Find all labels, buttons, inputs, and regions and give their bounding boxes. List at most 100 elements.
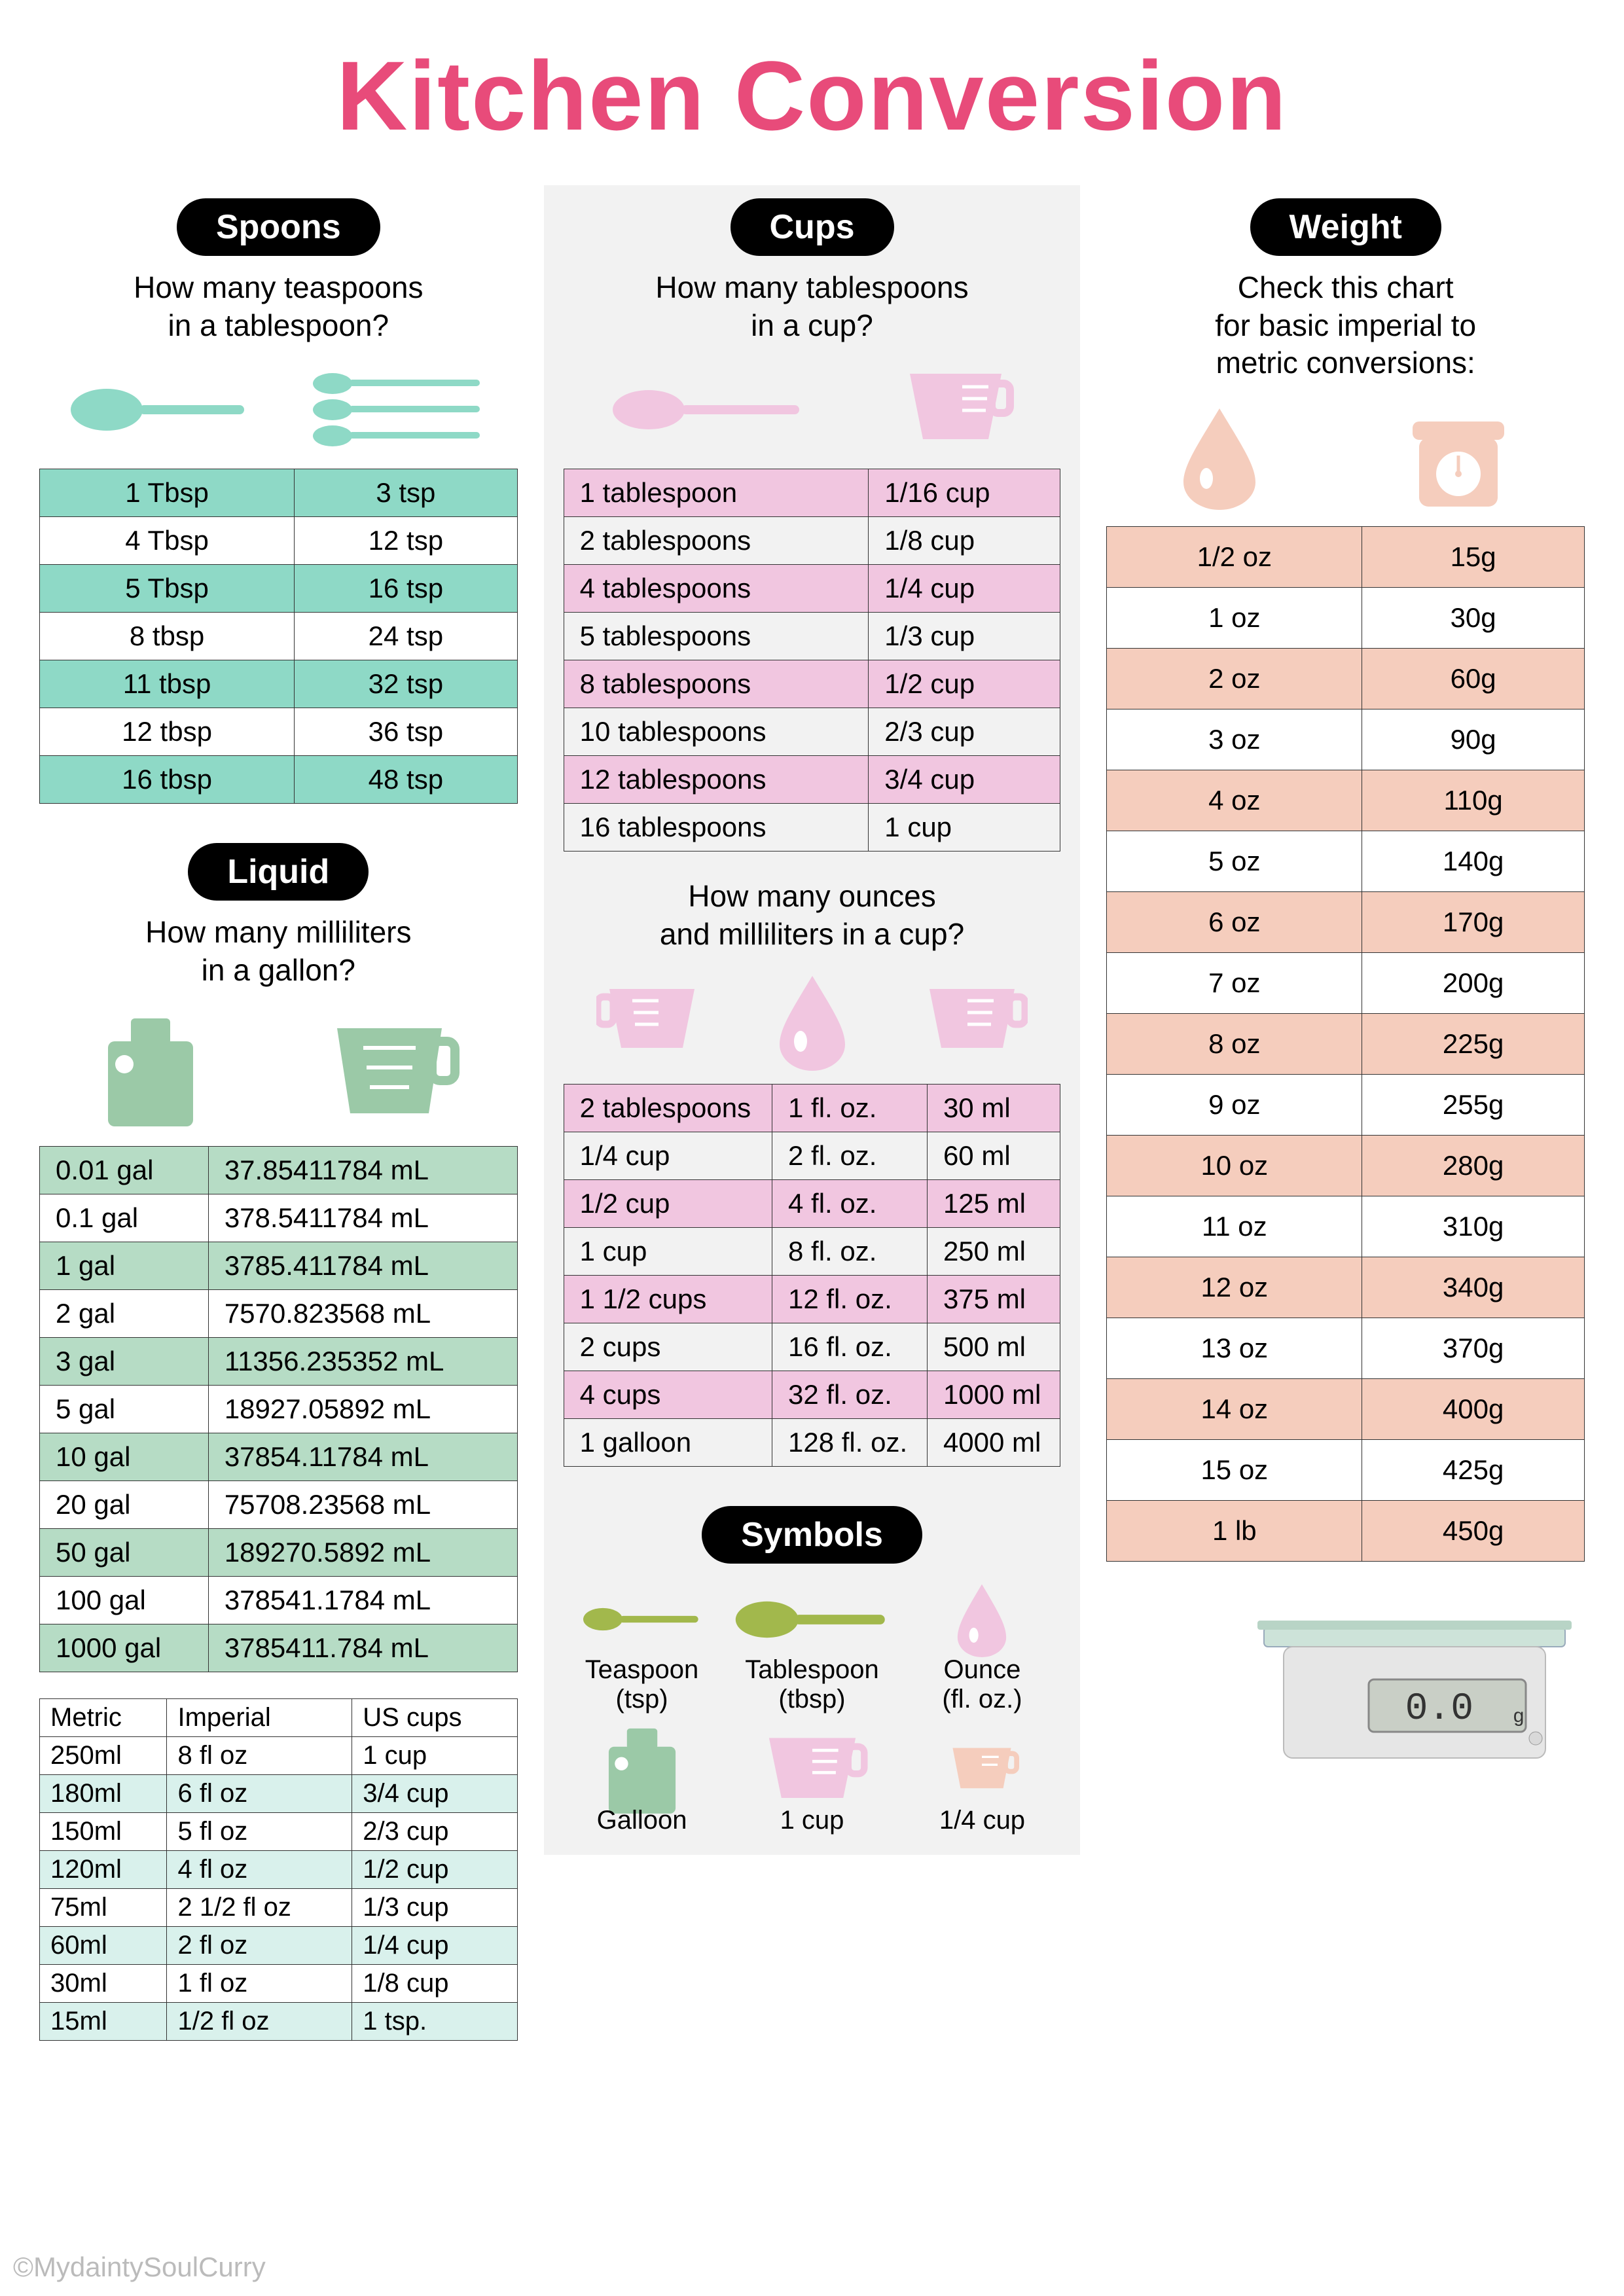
table-cell: 1 cup [564,1228,772,1276]
table-cell: 60g [1362,648,1585,709]
table-row: 12 tablespoons3/4 cup [564,756,1060,804]
table-cell: 1 cup [869,804,1060,852]
table-cell: 12 fl. oz. [772,1276,928,1323]
table-row: 1000 gal3785411.784 mL [40,1624,518,1672]
table-cell: 4 fl oz [167,1851,352,1889]
table-header-cell: US cups [352,1699,517,1737]
table-cell: 10 oz [1107,1135,1362,1196]
table-cell: 9 oz [1107,1074,1362,1135]
table-cell: 1000 ml [927,1371,1060,1419]
table-row: 2 cups16 fl. oz.500 ml [564,1323,1060,1371]
scale-unit: g [1513,1706,1525,1729]
spoons-table: 1 Tbsp3 tsp4 Tbsp12 tsp5 Tbsp16 tsp8 tbs… [39,469,518,804]
table-row: 1 oz30g [1107,587,1585,648]
symbol-label: Galloon [564,1806,721,1835]
table-row: 1 cup8 fl. oz.250 ml [564,1228,1060,1276]
table-cell: 1 gal [40,1242,209,1290]
table-row: 1/2 cup4 fl. oz.125 ml [564,1180,1060,1228]
table-row: 50 gal189270.5892 mL [40,1529,518,1577]
table-row: 16 tbsp48 tsp [40,756,518,804]
table-row: 1 Tbsp3 tsp [40,469,518,517]
kitchen-scale-icon [1403,402,1514,513]
measuring-cup-icon [317,1015,461,1126]
table-cell: 12 oz [1107,1257,1362,1318]
table-cell: 32 tsp [295,660,517,708]
table-cell: 14 oz [1107,1378,1362,1439]
weight-subtitle: Check this chartfor basic imperial tomet… [1106,269,1585,382]
table-cell: 2 gal [40,1290,209,1338]
drop-peach-icon [1177,405,1262,510]
spoons-subtitle: How many teaspoonsin a tablespoon? [39,269,518,344]
table-cell: 370g [1362,1318,1585,1378]
drop-icon [904,1583,1061,1655]
table-cell: 16 tbsp [40,756,295,804]
table-header-cell: Metric [40,1699,167,1737]
scale-display: 0.0 [1405,1688,1473,1731]
table-cell: 4000 ml [927,1419,1060,1467]
tablespoon-icon [734,1583,891,1655]
table-cell: 250 ml [927,1228,1060,1276]
table-row: 2 tablespoons1/8 cup [564,517,1060,565]
table-cell: 3/4 cup [869,756,1060,804]
table-row: 1 galloon128 fl. oz.4000 ml [564,1419,1060,1467]
metric-imperial-table: MetricImperialUS cups250ml8 fl oz1 cup18… [39,1698,518,2041]
ozml-table: 2 tablespoons1 fl. oz.30 ml1/4 cup2 fl. … [564,1084,1061,1467]
table-cell: 2 cups [564,1323,772,1371]
table-cell: 1/8 cup [352,1965,517,2003]
columns: Spoons How many teaspoonsin a tablespoon… [39,185,1585,2041]
table-cell: 2/3 cup [869,708,1060,756]
table-cell: 3785411.784 mL [208,1624,517,1672]
ozml-icons [564,973,1061,1071]
table-cell: 18927.05892 mL [208,1386,517,1433]
table-cell: 1 oz [1107,587,1362,648]
table-cell: 3785.411784 mL [208,1242,517,1290]
table-cell: 1/2 cup [869,660,1060,708]
table-cell: 48 tsp [295,756,517,804]
table-row: 2 oz60g [1107,648,1585,709]
cups-subtitle: How many tablespoonsin a cup? [564,269,1061,344]
table-cell: 16 tablespoons [564,804,869,852]
table-cell: 3/4 cup [352,1775,517,1813]
table-cell: 12 tsp [295,517,517,565]
table-cell: 128 fl. oz. [772,1419,928,1467]
table-row: 15 oz425g [1107,1439,1585,1500]
table-cell: 378541.1784 mL [208,1577,517,1624]
table-cell: 1/2 oz [1107,526,1362,587]
table-row: 12 oz340g [1107,1257,1585,1318]
table-cell: 24 tsp [295,613,517,660]
table-cell: 110g [1362,770,1585,831]
table-cell: 1/2 cup [352,1851,517,1889]
table-cell: 7570.823568 mL [208,1290,517,1338]
table-row: 120ml4 fl oz1/2 cup [40,1851,518,1889]
table-cell: 0.1 gal [40,1194,209,1242]
weight-icons [1106,402,1585,513]
table-row: 150ml5 fl oz2/3 cup [40,1813,518,1851]
table-cell: 1 tablespoon [564,469,869,517]
table-row: 9 oz255g [1107,1074,1585,1135]
table-row: 11 oz310g [1107,1196,1585,1257]
table-cell: 310g [1362,1196,1585,1257]
table-cell: 15 oz [1107,1439,1362,1500]
table-cell: 1 lb [1107,1500,1362,1561]
table-header-cell: Imperial [167,1699,352,1737]
table-cell: 378.5411784 mL [208,1194,517,1242]
table-cell: 11356.235352 mL [208,1338,517,1386]
table-cell: 1 Tbsp [40,469,295,517]
tablespoon-icon [67,380,251,439]
table-cell: 15ml [40,2003,167,2041]
page-title: Kitchen Conversion [39,39,1585,152]
table-row: 2 gal7570.823568 mL [40,1290,518,1338]
table-cell: 5 fl oz [167,1813,352,1851]
table-row: 7 oz200g [1107,952,1585,1013]
table-cell: 2 tablespoons [564,1085,772,1132]
table-cell: 16 fl. oz. [772,1323,928,1371]
table-row: 180ml6 fl oz3/4 cup [40,1775,518,1813]
table-cell: 5 gal [40,1386,209,1433]
table-cell: 32 fl. oz. [772,1371,928,1419]
teaspoons-icon [306,367,490,452]
table-cell: 200g [1362,952,1585,1013]
table-cell: 60ml [40,1927,167,1965]
table-cell: 125 ml [927,1180,1060,1228]
table-row: 3 gal11356.235352 mL [40,1338,518,1386]
table-cell: 60 ml [927,1132,1060,1180]
